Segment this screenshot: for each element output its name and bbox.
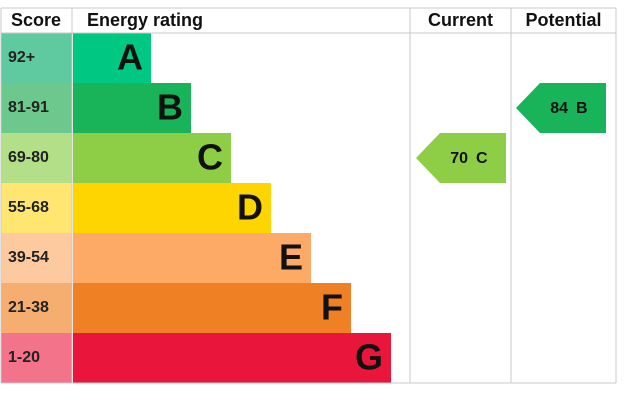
- score-label: 81-91: [8, 99, 49, 116]
- header: Energy rating: [87, 10, 203, 30]
- score-cell: [1, 183, 72, 233]
- score-cell: [1, 333, 72, 383]
- score-label: 39-54: [8, 249, 49, 266]
- rating-letter: E: [279, 237, 303, 278]
- score-cell: [1, 233, 72, 283]
- current-letter: C: [476, 150, 488, 167]
- header: Score: [11, 10, 61, 30]
- score-cell: [1, 283, 72, 333]
- potential-arrow: [516, 83, 606, 133]
- rating-bar: [73, 283, 351, 333]
- score-cell: [1, 33, 72, 83]
- rating-letter: A: [117, 37, 143, 78]
- rating-letter: F: [321, 287, 343, 328]
- current-value: 70: [450, 150, 468, 167]
- header: Current: [428, 10, 493, 30]
- score-label: 21-38: [8, 299, 49, 316]
- score-label: 69-80: [8, 149, 49, 166]
- header: Potential: [525, 10, 601, 30]
- rating-bar: [73, 183, 271, 233]
- potential-value: 84: [550, 100, 568, 117]
- rating-letter: C: [197, 137, 223, 178]
- current-arrow: [416, 133, 506, 183]
- score-label: 55-68: [8, 199, 49, 216]
- rating-bar: [73, 33, 151, 83]
- score-label: 1-20: [8, 349, 40, 366]
- rating-letter: B: [157, 87, 183, 128]
- potential-letter: B: [576, 100, 588, 117]
- rating-letter: G: [355, 337, 383, 378]
- rating-bar: [73, 83, 191, 133]
- rating-bar: [73, 333, 391, 383]
- score-cell: [1, 83, 72, 133]
- rating-bar: [73, 233, 311, 283]
- score-cell: [1, 133, 72, 183]
- score-label: 92+: [8, 49, 35, 66]
- rating-letter: D: [237, 187, 263, 228]
- rating-bar: [73, 133, 231, 183]
